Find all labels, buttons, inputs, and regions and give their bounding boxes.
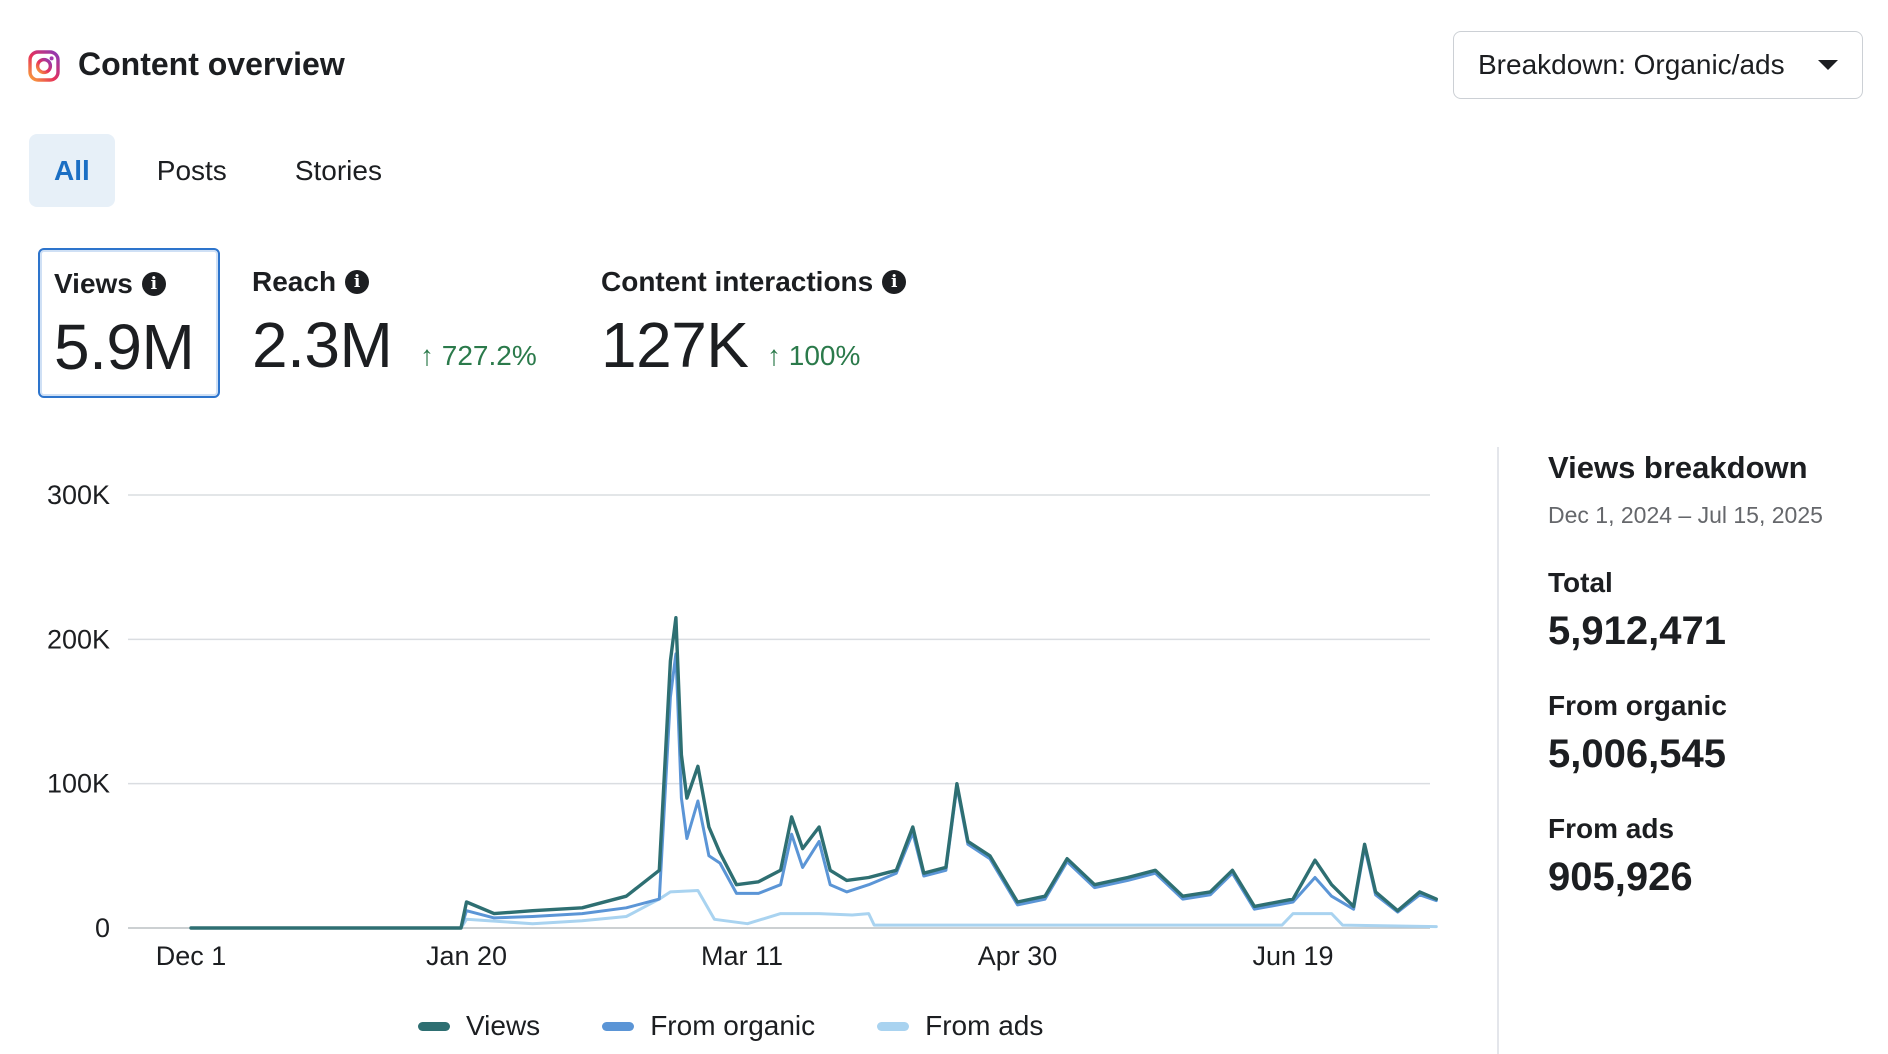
metric-label: Reach: [252, 266, 337, 297]
page-title: Content overview: [78, 46, 345, 82]
breakdown-organic-label: From organic: [1548, 690, 1727, 721]
legend-label: From organic: [650, 1010, 816, 1041]
series-line-ads: [189, 889, 1438, 930]
legend-label: From ads: [925, 1010, 1044, 1041]
caret-down-icon: [1818, 60, 1838, 70]
x-tick-label: Dec 1: [156, 941, 227, 971]
breakdown-organic-value: 5,006,545: [1548, 732, 1726, 776]
views-breakdown-panel: Views breakdown Dec 1, 2024 – Jul 15, 20…: [1548, 450, 1823, 900]
breakdown-ads-value: 905,926: [1548, 855, 1693, 899]
tab-all[interactable]: All: [29, 134, 115, 207]
info-icon[interactable]: i: [882, 270, 907, 294]
x-tick-label: Jun 19: [1252, 941, 1333, 971]
y-tick-label: 0: [95, 913, 110, 943]
series-line-views: [189, 616, 1438, 930]
breakdown-title: Views breakdown: [1548, 450, 1808, 485]
views-line-chart: 0 100K 200K 300K Dec 1 Jan 20 Mar 11 Apr 30 Jun …: [47, 480, 1438, 971]
metric-card-views[interactable]: Views i 5.9M: [38, 248, 220, 398]
breakdown-dropdown[interactable]: Breakdown: Organic/ads: [1453, 31, 1863, 99]
y-tick-label: 100K: [47, 769, 110, 799]
x-tick-label: Jan 20: [426, 941, 507, 971]
x-tick-label: Mar 11: [701, 941, 783, 971]
metric-label: Content interactions: [601, 266, 874, 297]
breakdown-ads-label: From ads: [1548, 813, 1675, 844]
legend-item-views[interactable]: Views: [418, 1010, 540, 1042]
y-tick-label: 200K: [47, 624, 110, 654]
legend-item-ads[interactable]: From ads: [877, 1010, 1043, 1042]
info-icon[interactable]: i: [141, 272, 166, 296]
content-type-tabs: All Posts Stories: [29, 134, 424, 207]
info-icon[interactable]: i: [345, 270, 370, 294]
metric-value: 127K: [601, 309, 749, 381]
legend-swatch-views: [418, 1021, 450, 1031]
breakdown-date-range: Dec 1, 2024 – Jul 15, 2025: [1548, 502, 1823, 528]
series-line-organic: [189, 652, 1438, 930]
tab-posts[interactable]: Posts: [156, 154, 227, 186]
metric-value: 5.9M: [54, 311, 195, 383]
x-tick-label: Apr 30: [978, 941, 1058, 971]
tab-stories[interactable]: Stories: [294, 154, 382, 186]
legend-swatch-organic: [602, 1021, 635, 1031]
metric-card-content-interactions[interactable]: Content interactions i 127K ↑ 100%: [587, 248, 927, 398]
breakdown-dropdown-label: Breakdown: Organic/ads: [1478, 49, 1785, 80]
metric-change: ↑ 100%: [767, 340, 861, 371]
breakdown-total-value: 5,912,471: [1548, 609, 1726, 653]
legend-swatch-ads: [877, 1021, 910, 1031]
y-tick-label: 300K: [47, 480, 110, 510]
metric-label: Views: [54, 268, 133, 299]
metric-card-reach[interactable]: Reach i 2.3M ↑ 727.2%: [238, 248, 568, 398]
metric-change: ↑ 727.2%: [420, 340, 537, 371]
instagram-icon: [28, 50, 60, 82]
legend-item-organic[interactable]: From organic: [602, 1010, 815, 1042]
breakdown-total-label: Total: [1548, 567, 1613, 598]
metric-value: 2.3M: [252, 309, 393, 381]
panel-divider: [1497, 447, 1499, 1054]
chart-legend: Views From organic From ads: [418, 1010, 1105, 1042]
legend-label: Views: [466, 1010, 541, 1041]
